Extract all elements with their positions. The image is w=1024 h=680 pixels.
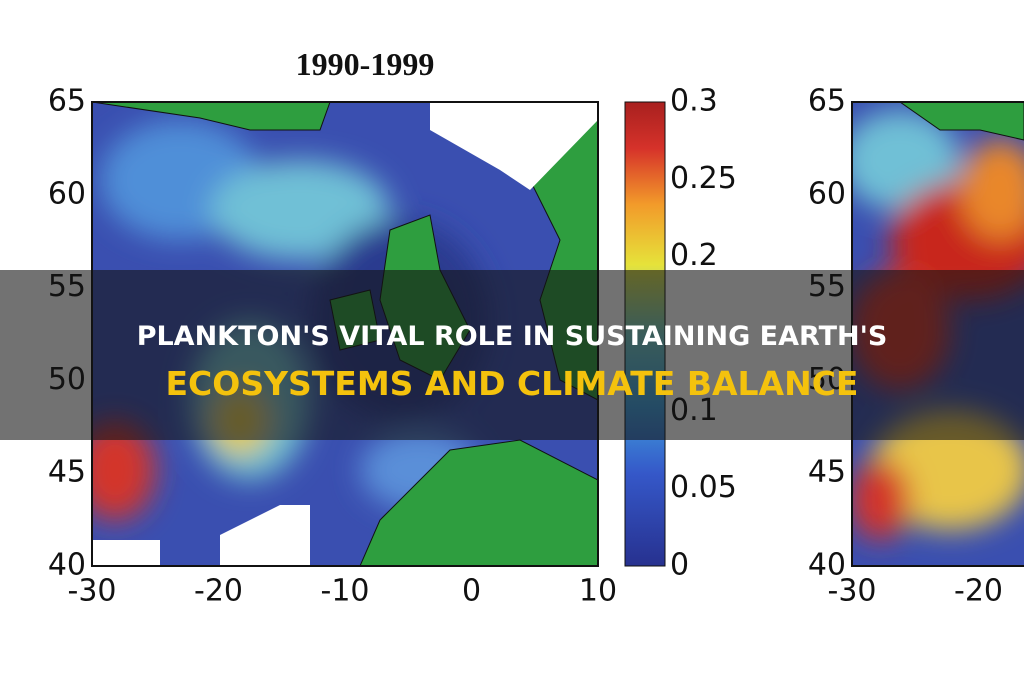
banner-line: ECOSYSTEMS AND CLIMATE BALANCE: [166, 364, 859, 403]
banner-line: PLANKTON'S VITAL ROLE IN SUSTAINING EART…: [137, 321, 888, 352]
y-tick-label: 45: [808, 455, 846, 490]
y-tick-label: 65: [48, 84, 86, 119]
colorbar-tick-label: 0: [670, 548, 689, 583]
y-tick-label: 45: [48, 455, 86, 490]
colorbar-tick-label: 0.2: [670, 238, 718, 273]
banner: [0, 270, 1024, 440]
x-tick-label: 0: [462, 574, 481, 609]
x-tick-label: -10: [321, 574, 370, 609]
y-tick-label: 60: [808, 176, 846, 211]
x-tick-label: -30: [828, 574, 877, 609]
x-tick-label: 10: [579, 574, 617, 609]
panel-title: 1990-1999: [296, 46, 435, 82]
heatmap: [852, 102, 1024, 566]
colorbar-tick-label: 0.25: [670, 161, 737, 196]
x-tick-label: -30: [68, 574, 117, 609]
y-tick-label: 60: [48, 176, 86, 211]
y-tick-label: 40: [808, 548, 846, 583]
y-tick-label: 40: [48, 548, 86, 583]
colorbar-tick-label: 0.05: [670, 470, 737, 505]
y-tick-label: 65: [808, 84, 846, 119]
x-tick-label: -20: [954, 574, 1003, 609]
colorbar-tick-label: 0.3: [670, 84, 718, 119]
x-tick-label: -20: [194, 574, 243, 609]
